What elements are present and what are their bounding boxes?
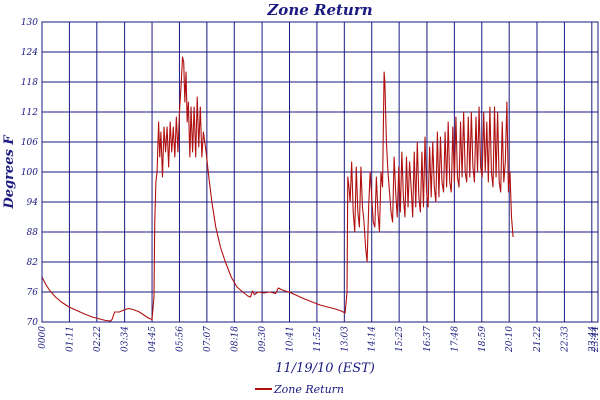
x-tick-label: 03:34 bbox=[121, 326, 131, 352]
x-tick-label: 23:44 bbox=[591, 326, 600, 353]
plot-frame bbox=[41, 21, 599, 323]
y-tick-label: 76 bbox=[27, 288, 39, 298]
y-tick-label: 82 bbox=[27, 258, 39, 268]
x-axis-ticks: 0000 01:11 02:22 03:34 04:45 05:56 07:07 08:18 0… bbox=[38, 326, 600, 353]
x-tick-label: 13:03 bbox=[340, 326, 350, 352]
x-tick-label: 05:56 bbox=[175, 326, 185, 352]
x-tick-label: 17:48 bbox=[450, 326, 460, 352]
grid-lines bbox=[41, 21, 598, 323]
x-tick-label: 09:30 bbox=[258, 326, 268, 352]
y-tick-label: 118 bbox=[21, 78, 38, 88]
x-tick-label: 15:25 bbox=[395, 326, 405, 352]
x-tick-label: 08:18 bbox=[230, 326, 240, 352]
y-tick-label: 70 bbox=[27, 318, 39, 328]
x-tick-label: 23:44 bbox=[588, 326, 598, 353]
x-tick-label: 01:11 bbox=[65, 326, 75, 352]
x-tick-label: 14:14 bbox=[368, 326, 378, 352]
x-tick-label: 02:22 bbox=[93, 326, 103, 352]
x-tick-label: 18:59 bbox=[478, 326, 488, 352]
series-line-zone-return bbox=[41, 56, 514, 322]
y-axis-label: Degrees F bbox=[2, 135, 17, 210]
y-tick-label: 100 bbox=[21, 168, 38, 178]
y-tick-label: 106 bbox=[21, 138, 38, 148]
y-tick-label: 130 bbox=[21, 18, 38, 28]
x-tick-label: 07:07 bbox=[203, 326, 213, 352]
x-tick-label: 11:52 bbox=[313, 326, 323, 352]
x-tick-label: 10:41 bbox=[285, 326, 295, 352]
y-axis-ticks: 70 76 82 88 94 100 106 112 118 124 130 bbox=[21, 18, 38, 328]
y-tick-label: 124 bbox=[21, 48, 38, 58]
y-tick-label: 112 bbox=[21, 108, 38, 118]
data-series bbox=[41, 56, 514, 322]
x-axis-label: 11/19/10 (EST) bbox=[275, 361, 375, 376]
x-tick-label: 16:37 bbox=[423, 326, 433, 352]
legend: Zone Return bbox=[255, 383, 344, 396]
x-tick-label: 22:33 bbox=[560, 326, 570, 353]
x-tick-label: 20:10 bbox=[505, 326, 515, 353]
y-tick-label: 88 bbox=[27, 228, 39, 238]
y-tick-label: 94 bbox=[27, 198, 39, 208]
x-tick-label: 21:22 bbox=[533, 326, 543, 353]
chart-title: Zone Return bbox=[266, 1, 372, 19]
legend-label: Zone Return bbox=[273, 383, 344, 396]
x-tick-label: 0000 bbox=[38, 326, 48, 349]
x-tick-label: 04:45 bbox=[148, 326, 158, 352]
